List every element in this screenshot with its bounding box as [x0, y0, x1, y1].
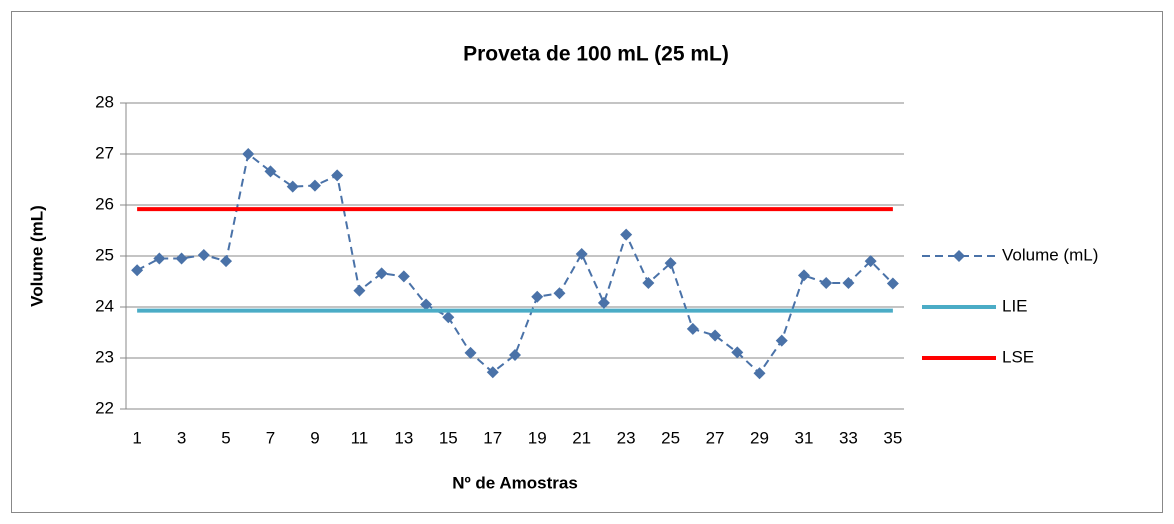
- data-point: [642, 277, 655, 290]
- y-tick-label: 24: [95, 296, 114, 315]
- data-point: [509, 348, 521, 361]
- x-tick-label: 25: [661, 428, 680, 447]
- data-point: [397, 270, 410, 283]
- x-tick-label: 27: [706, 428, 725, 447]
- x-tick-label: 23: [617, 428, 636, 447]
- y-tick-label: 22: [95, 398, 114, 417]
- legend-marker: [953, 250, 965, 262]
- x-tick-label: 21: [572, 428, 591, 447]
- y-tick-label: 28: [95, 92, 114, 111]
- chart-frame: [11, 11, 1163, 513]
- data-point: [664, 257, 677, 270]
- data-point: [731, 346, 744, 359]
- data-point: [175, 252, 188, 265]
- data-point: [442, 311, 455, 324]
- data-point: [531, 290, 544, 303]
- y-tick-label: 23: [95, 347, 114, 366]
- x-tick-label: 5: [221, 428, 230, 447]
- data-point: [753, 367, 766, 380]
- data-point: [197, 248, 210, 261]
- x-tick-label: 31: [795, 428, 814, 447]
- data-point: [686, 322, 699, 335]
- data-point: [575, 247, 588, 260]
- x-axis-title: Nº de Amostras: [452, 473, 578, 492]
- y-axis-title: Volume (mL): [27, 205, 46, 307]
- data-point: [886, 277, 899, 290]
- data-point: [797, 269, 810, 282]
- data-point: [375, 267, 388, 280]
- data-point: [597, 296, 610, 309]
- x-tick-label: 13: [394, 428, 413, 447]
- x-tick-label: 17: [483, 428, 502, 447]
- x-tick-label: 7: [266, 428, 275, 447]
- data-point: [331, 169, 344, 182]
- data-point: [264, 165, 277, 178]
- x-tick-label: 11: [351, 428, 369, 447]
- data-point: [553, 287, 566, 300]
- legend-label: LIE: [1002, 296, 1028, 315]
- y-tick-label: 25: [95, 245, 114, 264]
- y-tick-label: 27: [95, 143, 114, 162]
- data-point: [842, 277, 855, 290]
- legend-label: Volume (mL): [1002, 245, 1098, 264]
- data-point: [131, 264, 144, 277]
- x-tick-label: 29: [750, 428, 769, 447]
- chart-title: Proveta de 100 mL (25 mL): [463, 43, 729, 66]
- data-point: [286, 180, 299, 193]
- data-point: [775, 334, 788, 347]
- data-point: [220, 255, 233, 268]
- data-point: [308, 179, 321, 192]
- x-tick-label: 15: [439, 428, 458, 447]
- data-point: [464, 346, 477, 359]
- legend-label: LSE: [1002, 347, 1034, 366]
- x-tick-label: 35: [883, 428, 902, 447]
- x-tick-label: 9: [310, 428, 319, 447]
- data-point: [486, 366, 499, 379]
- data-point: [709, 329, 722, 342]
- y-tick-label: 26: [95, 194, 114, 213]
- data-point: [242, 148, 255, 160]
- data-point: [420, 298, 433, 311]
- x-tick-label: 3: [177, 428, 186, 447]
- data-point: [864, 255, 877, 268]
- x-tick-label: 1: [132, 428, 141, 447]
- data-point: [153, 252, 166, 265]
- series-line: [136, 152, 894, 375]
- data-point: [620, 228, 633, 241]
- data-point: [353, 284, 366, 297]
- x-tick-label: 33: [839, 428, 858, 447]
- x-tick-label: 19: [528, 428, 547, 447]
- data-point: [820, 277, 833, 290]
